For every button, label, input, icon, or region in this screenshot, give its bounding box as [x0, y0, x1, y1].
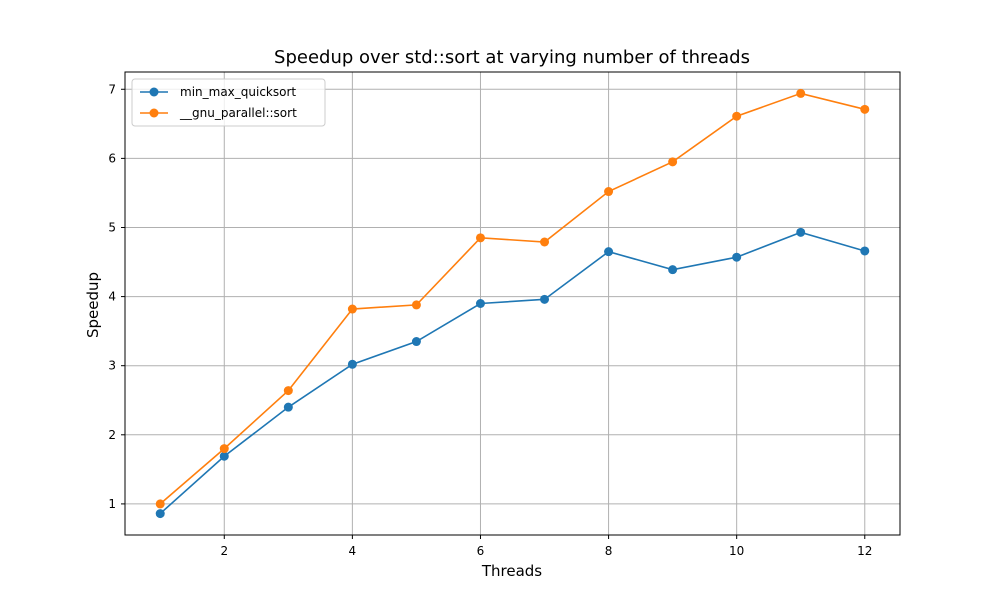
data-point: [475, 299, 485, 308]
data-point: [219, 444, 229, 454]
data-series: [155, 88, 870, 519]
legend-label: min_max_quicksort: [180, 85, 296, 99]
data-point: [860, 246, 870, 256]
data-point: [604, 187, 614, 197]
y-tick-label: 4: [108, 290, 116, 304]
legend-label: __gnu_parallel::sort: [179, 106, 297, 120]
plot-frame: [124, 71, 901, 536]
legend-box: [131, 78, 326, 127]
y-tick-label: 2: [108, 428, 116, 442]
data-point: [796, 227, 806, 237]
y-axis-label: Speedup: [84, 272, 102, 338]
y-tick-label: 5: [108, 220, 116, 234]
data-point: [860, 104, 870, 114]
y-tick-label: 7: [108, 82, 116, 96]
y-tick-label: 6: [108, 151, 116, 165]
x-tick-label: 8: [605, 544, 613, 558]
x-axis-label: Threads: [481, 562, 542, 580]
x-tick-label: 2: [220, 544, 228, 558]
data-point: [540, 294, 550, 304]
data-point: [732, 111, 742, 121]
data-point: [411, 300, 421, 310]
data-point: [283, 386, 293, 396]
data-point: [155, 499, 165, 509]
legend-marker: [149, 108, 159, 118]
y-tick-label: 3: [108, 359, 116, 373]
data-point: [283, 402, 293, 412]
data-point: [411, 337, 421, 347]
x-tick-label: 12: [857, 544, 872, 558]
data-point: [796, 88, 806, 98]
data-point: [475, 233, 485, 243]
data-point: [219, 451, 229, 461]
data-point: [540, 237, 550, 247]
x-tick-label: 4: [349, 544, 357, 558]
chart-title: Speedup over std::sort at varying number…: [274, 47, 750, 68]
series-gnu-parallel-sort: [155, 88, 870, 509]
data-point: [155, 509, 165, 519]
x-tick-label: 6: [477, 544, 485, 558]
x-tick-label: 10: [729, 544, 744, 558]
y-tick-label: 1: [108, 497, 116, 511]
data-point: [347, 304, 357, 314]
legend-marker: [149, 87, 159, 97]
data-point: [668, 157, 678, 167]
data-point: [604, 247, 614, 257]
legend: min_max_quicksort__gnu_parallel::sort: [131, 78, 326, 127]
data-point: [347, 359, 357, 369]
data-point: [668, 265, 678, 275]
series-line: [159, 231, 865, 515]
series-line: [159, 92, 865, 505]
data-point: [732, 252, 742, 262]
series-min-max-quicksort: [155, 227, 870, 519]
